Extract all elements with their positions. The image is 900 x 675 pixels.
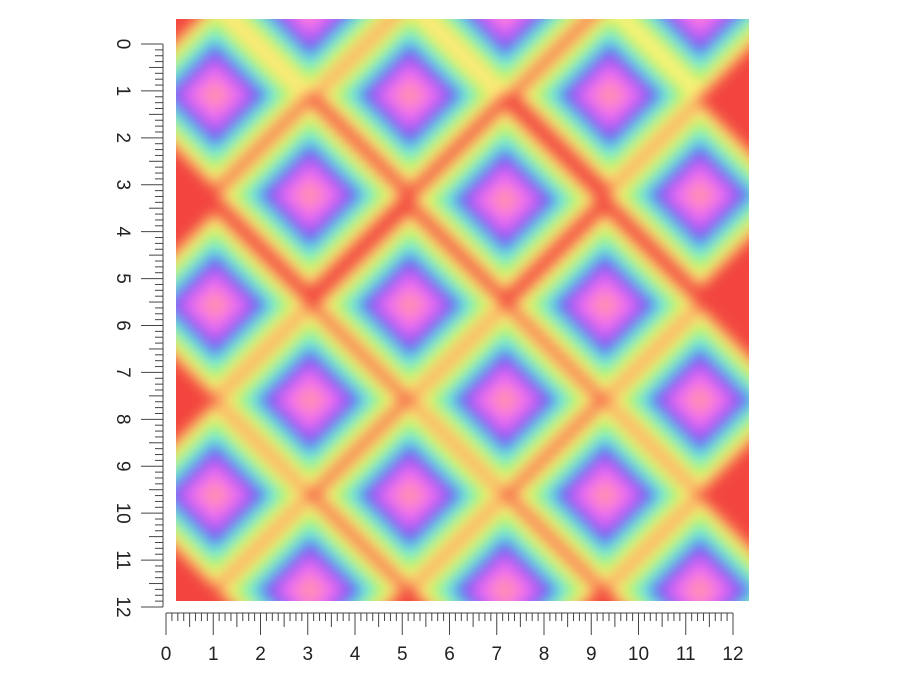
diamond-ring [489, 19, 521, 35]
diamond-ring [199, 479, 231, 511]
diamond-ring [294, 384, 326, 416]
diamond-ring [489, 184, 521, 216]
diamond-ring [394, 479, 426, 511]
diamond-ring [698, 19, 702, 21]
ruler-label: 9 [112, 461, 133, 472]
ruler-label: 4 [350, 644, 361, 665]
ruler-label: 8 [112, 414, 133, 425]
ruler-label: 3 [112, 179, 133, 190]
ruler-label: 8 [539, 644, 550, 665]
ruler-label: 5 [397, 644, 408, 665]
diamond-ring [589, 479, 621, 511]
ruler-label: 10 [112, 503, 133, 524]
diamond-ring [199, 79, 231, 111]
ruler-label: 4 [112, 226, 133, 237]
diamond-ring [589, 289, 621, 321]
ruler-label: 2 [255, 644, 266, 665]
diamond-ring [394, 289, 426, 321]
ruler-label: 2 [112, 133, 133, 144]
ruler-label: 1 [208, 644, 219, 665]
diamond-ring [294, 574, 326, 601]
diamond-ring [308, 19, 312, 21]
diamond-ring [684, 179, 716, 211]
ruler-label: 6 [112, 320, 133, 331]
ruler-label: 3 [302, 644, 313, 665]
diamond-ring [503, 19, 507, 21]
ruler-label: 9 [586, 644, 597, 665]
bottom-ruler: 0 1 2 3 4 5 6 7 8 9 10 11 12 [161, 612, 744, 665]
ruler-label: 12 [112, 596, 133, 617]
diamond-ring [594, 79, 626, 111]
diamond-ring [394, 79, 426, 111]
ruler-label: 11 [676, 644, 696, 665]
ruler-label: 12 [722, 644, 743, 665]
diamond-ring [294, 179, 326, 211]
diamond-ring [489, 384, 521, 416]
ruler-label: 6 [444, 644, 455, 665]
diamond-ring [489, 574, 521, 601]
diamond-ring [684, 384, 716, 416]
diamond-ring [684, 19, 716, 35]
ruler-label: 1 [112, 86, 133, 97]
ruler-label: 0 [161, 644, 172, 665]
ruler-label: 11 [112, 550, 133, 570]
pattern-tiles [176, 19, 749, 601]
diamond-ring [199, 289, 231, 321]
ruler-label: 10 [628, 644, 649, 665]
ruler-label: 7 [491, 644, 502, 665]
ruler-label: 5 [112, 273, 133, 284]
diamond-ring [294, 19, 326, 35]
diamond-ring [684, 574, 716, 601]
ruler-label: 0 [112, 39, 133, 50]
pattern [176, 19, 749, 601]
ruler-label: 7 [112, 367, 133, 378]
